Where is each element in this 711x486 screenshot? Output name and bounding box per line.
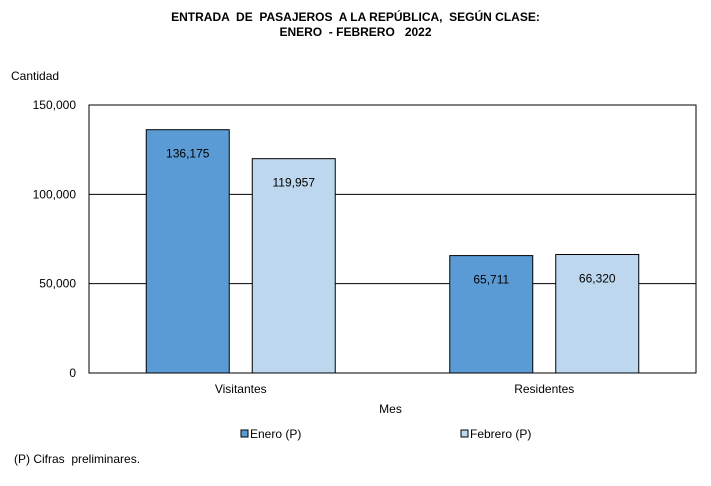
y-tick-label-1: 50,000 [39,277,76,291]
legend-label-1: Febrero (P) [470,427,531,441]
footnote: (P) Cifras preliminares. [14,452,141,466]
legend-swatch-0 [240,429,249,438]
x-axis-label: Mes [379,402,402,416]
y-tick-label-2: 100,000 [33,187,77,201]
y-tick-label-0: 0 [69,366,76,380]
x-tick-label-1: Residentes [514,382,574,396]
y-axis-label: Cantidad [11,69,59,83]
y-tick-label-3: 150,000 [33,98,77,112]
chart-title-line-2: ENERO - FEBRERO 2022 [279,25,432,39]
data-label-1-1: 66,320 [579,272,616,286]
legend-label-0: Enero (P) [250,427,301,441]
bar-1-0 [449,255,534,374]
x-tick-label-0: Visitantes [215,382,267,396]
chart-title: ENTRADA DE PASAJEROS A LA REPÚBLICA, SEG… [0,10,711,40]
data-label-0-1: 119,957 [273,176,316,190]
legend-swatch-1 [460,429,469,438]
data-label-1-0: 65,711 [473,273,509,287]
data-label-0-0: 136,175 [166,147,210,161]
bar-0-0 [145,129,230,374]
bar-0-1 [251,158,336,374]
chart-title-line-1: ENTRADA DE PASAJEROS A LA REPÚBLICA, SEG… [171,10,540,24]
